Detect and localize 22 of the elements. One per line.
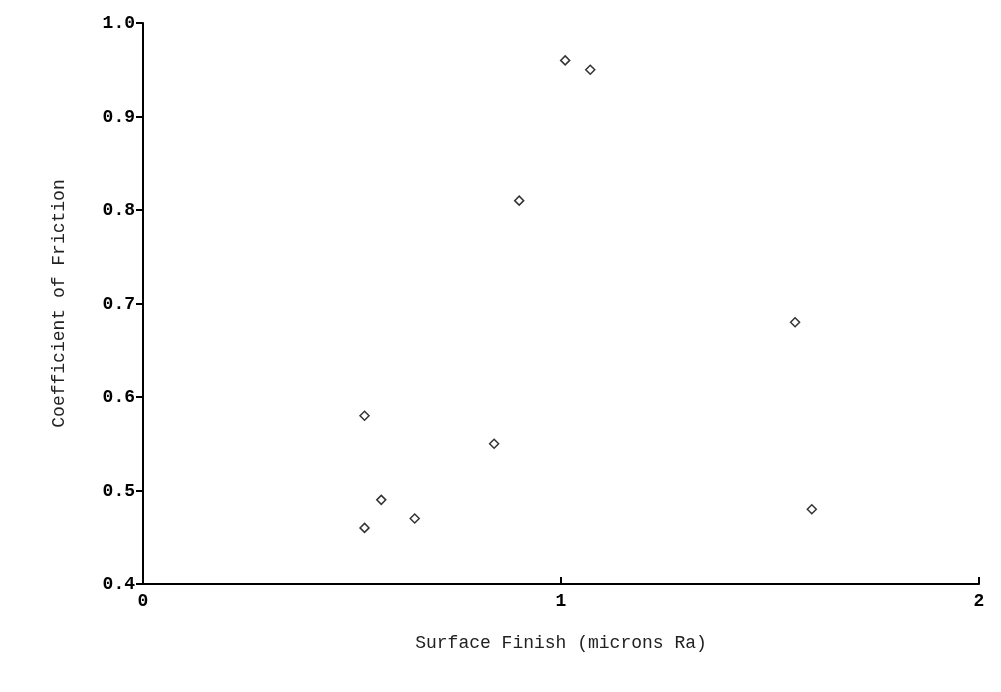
point: [359, 410, 370, 421]
point: [513, 195, 525, 206]
y-axis-title: Coefficient of Friction: [49, 179, 69, 428]
y-tick-label: 0.8: [102, 200, 135, 220]
point: [806, 503, 818, 515]
x-axis-title: Surface Finish (microns Ra): [415, 633, 707, 653]
x-tick-label: 0: [137, 591, 149, 611]
x-tick-label: 2: [973, 591, 985, 611]
point: [376, 494, 387, 506]
y-tick-label: 0.4: [102, 574, 136, 594]
y-tick-label: 0.6: [102, 387, 135, 407]
x-tick-label: 1: [555, 591, 567, 611]
y-tick-label: 0.5: [102, 480, 135, 501]
y-tick-label: 1.0: [102, 13, 135, 33]
point: [488, 438, 500, 449]
point: [559, 55, 571, 66]
point: [409, 513, 420, 524]
point: [585, 64, 596, 75]
point: [359, 522, 370, 534]
y-tick-label: 0.9: [102, 106, 135, 127]
y-tick-label: 0.7: [102, 293, 135, 314]
point: [789, 316, 801, 328]
